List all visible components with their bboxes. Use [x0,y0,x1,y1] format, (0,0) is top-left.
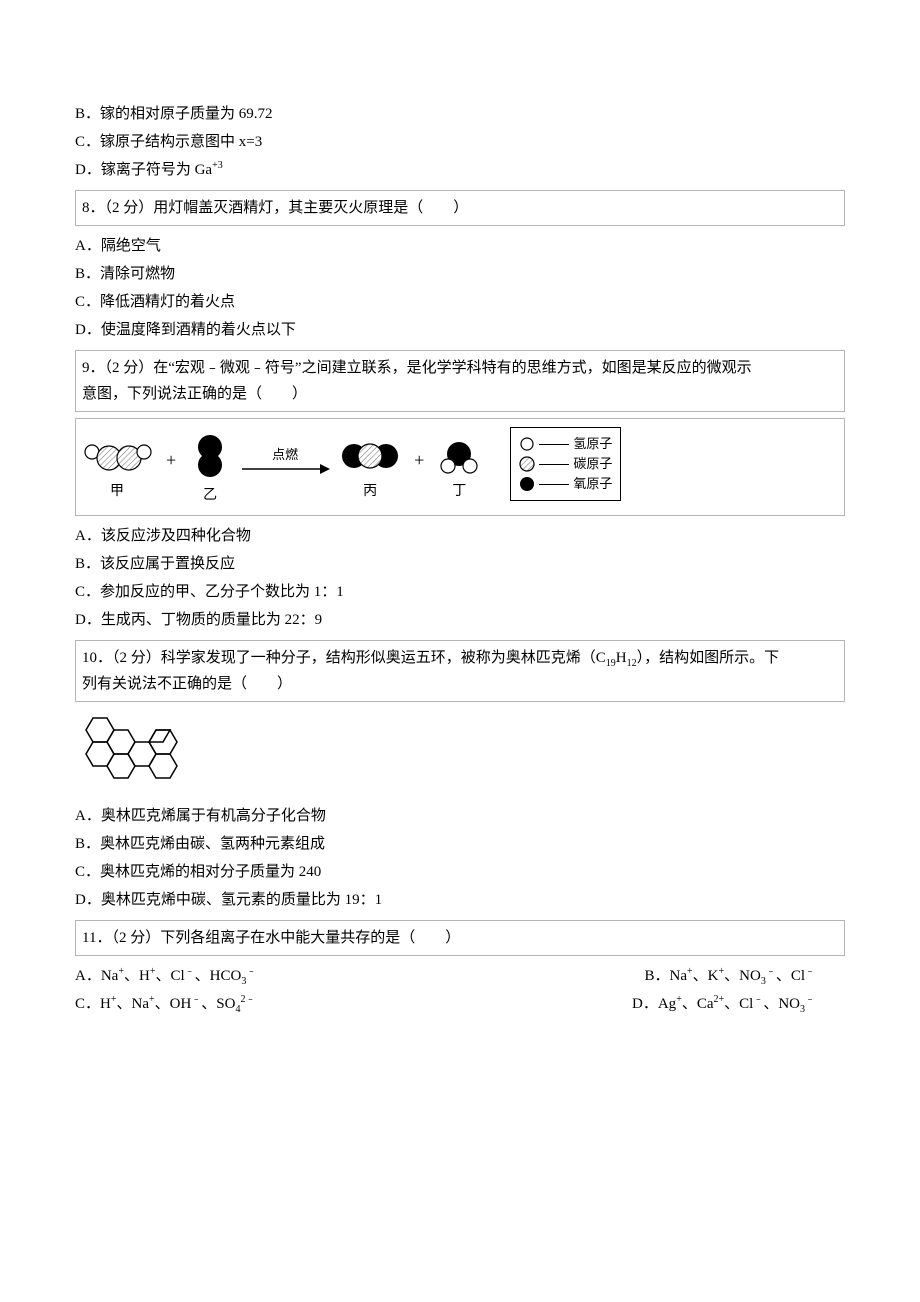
q7-option-c: C．镓原子结构示意图中 x=3 [75,128,845,156]
q10-stem-line1: 10．（2 分）科学家发现了一种分子，结构形似奥运五环，被称为奥林匹克烯（C19… [82,645,838,671]
plus-2: + [410,450,428,489]
q9-diagram: 甲 + 乙 点燃 [75,418,845,516]
reaction-arrow: 点燃 [240,444,330,495]
label-bing: 丙 [363,480,377,500]
legend-h-text: 氢原子 [573,434,612,454]
q11-option-c: C．H+、Na+、OH﹣、SO42﹣ [75,990,445,1018]
q11-option-b: B．Na+、K+、NO3﹣、Cl﹣ [445,962,845,990]
q9-option-c: C．参加反应的甲、乙分子个数比为 1：1 [75,578,845,606]
q10-option-c: C．奥林匹克烯的相对分子质量为 240 [75,858,845,886]
q7-option-d: D．镓离子符号为 Ga+3 [75,156,845,184]
molecule-yi-svg [190,434,230,478]
q8-stem-box: 8．（2 分）用灯帽盖灭酒精灯，其主要灭火原理是（ ） [75,190,845,226]
q11-row-cd: C．H+、Na+、OH﹣、SO42﹣ D．Ag+、Ca2+、Cl﹣、NO3﹣ [75,990,845,1018]
molecule-ding-svg [438,438,480,474]
page-content: B．镓的相对原子质量为 69.72 C．镓原子结构示意图中 x=3 D．镓离子符… [0,0,920,1078]
olympicene-svg [75,712,185,787]
q10-structure [75,712,845,792]
q9-option-b: B．该反应属于置换反应 [75,550,845,578]
q8-option-c: C．降低酒精灯的着火点 [75,288,845,316]
q7-d-sup: +3 [212,160,223,171]
q10-s1-mid: H [616,650,627,666]
molecule-ding: 丁 [438,438,480,500]
label-yi: 乙 [203,484,217,504]
q11-row-ab: A．Na+、H+、Cl﹣、HCO3﹣ B．Na+、K+、NO3﹣、Cl﹣ [75,962,845,990]
q9-option-d: D．生成丙、丁物质的质量比为 22：9 [75,606,845,634]
q8-option-a: A．隔绝空气 [75,232,845,260]
q10-s1-sub2: 12 [627,658,637,669]
label-jia: 甲 [110,480,124,500]
q10-stem-line2: 列有关说法不正确的是（ ） [82,671,838,697]
legend-o-text: 氧原子 [573,474,612,494]
q11-option-a: A．Na+、H+、Cl﹣、HCO3﹣ [75,962,445,990]
legend-c-text: 碳原子 [573,454,612,474]
q10-s1-post: ），结构如图所示。下 [637,650,780,666]
q8-stem: 8．（2 分）用灯帽盖灭酒精灯，其主要灭火原理是（ ） [82,195,838,221]
q10-s1-pre: 10．（2 分）科学家发现了一种分子，结构形似奥运五环，被称为奥林匹克烯（C [82,650,606,666]
molecule-yi: 乙 [190,434,230,504]
label-ding: 丁 [452,480,466,500]
q7-d-pre: D．镓离子符号为 Ga [75,162,212,178]
q8-option-d: D．使温度降到酒精的着火点以下 [75,316,845,344]
q9-stem-line2: 意图，下列说法正确的是（ ） [82,381,838,407]
q9-stem-box: 9．（2 分）在“宏观﹣微观﹣符号”之间建立联系，是化学学科特有的思维方式，如图… [75,350,845,412]
reaction-equation: 甲 + 乙 点燃 [82,427,838,511]
legend-c: 碳原子 [519,454,612,474]
q10-option-a: A．奥林匹克烯属于有机高分子化合物 [75,802,845,830]
atom-legend: 氢原子 碳原子 氧原子 [510,427,621,501]
q11-option-d: D．Ag+、Ca2+、Cl﹣、NO3﹣ [445,990,845,1018]
molecule-jia-svg [82,438,152,474]
q10-s1-sub1: 19 [606,658,616,669]
molecule-bing: 丙 [340,438,400,500]
q9-stem-line1: 9．（2 分）在“宏观﹣微观﹣符号”之间建立联系，是化学学科特有的思维方式，如图… [82,355,838,381]
q10-option-b: B．奥林匹克烯由碳、氢两种元素组成 [75,830,845,858]
q11-stem-box: 11．（2 分）下列各组离子在水中能大量共存的是（ ） [75,920,845,956]
molecule-jia: 甲 [82,438,152,500]
plus-1: + [162,450,180,489]
legend-h: 氢原子 [519,434,612,454]
q8-option-b: B．清除可燃物 [75,260,845,288]
legend-o: 氧原子 [519,474,612,494]
q11-stem: 11．（2 分）下列各组离子在水中能大量共存的是（ ） [82,925,838,951]
q10-option-d: D．奥林匹克烯中碳、氢元素的质量比为 19：1 [75,886,845,914]
q9-option-a: A．该反应涉及四种化合物 [75,522,845,550]
arrow-svg [240,461,330,477]
q10-stem-box: 10．（2 分）科学家发现了一种分子，结构形似奥运五环，被称为奥林匹克烯（C19… [75,640,845,702]
q7-option-b: B．镓的相对原子质量为 69.72 [75,100,845,128]
molecule-bing-svg [340,438,400,474]
